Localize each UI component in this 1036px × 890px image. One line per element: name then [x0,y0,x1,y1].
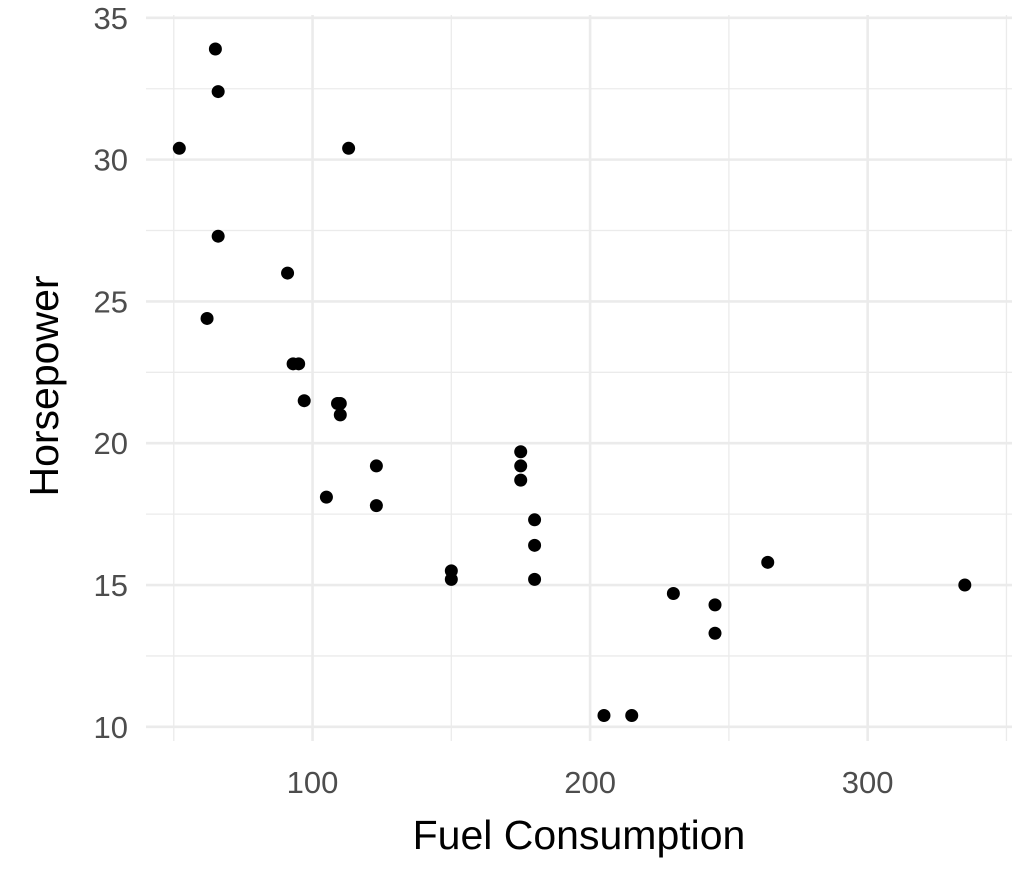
data-point [208,42,222,56]
data-point [281,266,295,280]
tick-label-layer: 100 200 300 10 15 20 25 30 35 [94,1,894,800]
data-point [528,572,542,586]
points-layer [172,42,972,722]
data-point [708,598,722,612]
data-point [333,397,347,411]
data-point [514,445,528,459]
data-point [200,311,214,325]
y-tick-label: 30 [94,143,128,178]
data-point [369,459,383,473]
data-point [342,141,356,155]
data-point [211,229,225,243]
data-point [528,513,542,527]
data-point [319,490,333,504]
y-tick-label: 25 [94,284,128,319]
data-point [444,572,458,586]
data-point [528,538,542,552]
grid-layer [146,15,1012,741]
data-point [958,578,972,592]
data-point [297,394,311,408]
data-point [333,408,347,422]
data-point [597,708,611,722]
x-tick-label: 300 [842,765,894,800]
y-tick-label: 15 [94,568,128,603]
data-point [292,357,306,371]
y-tick-label: 20 [94,426,128,461]
data-point [666,587,680,601]
data-point [211,85,225,99]
y-axis-title: Horsepower [21,275,67,496]
data-point [708,626,722,640]
x-axis-title: Fuel Consumption [413,812,746,858]
data-point [514,473,528,487]
x-tick-label: 200 [564,765,616,800]
data-point [514,459,528,473]
data-point [625,708,639,722]
data-point [172,141,186,155]
data-point [369,499,383,513]
data-point [761,555,775,569]
x-tick-label: 100 [287,765,339,800]
y-tick-label: 35 [94,1,128,36]
y-tick-label: 10 [94,710,128,745]
